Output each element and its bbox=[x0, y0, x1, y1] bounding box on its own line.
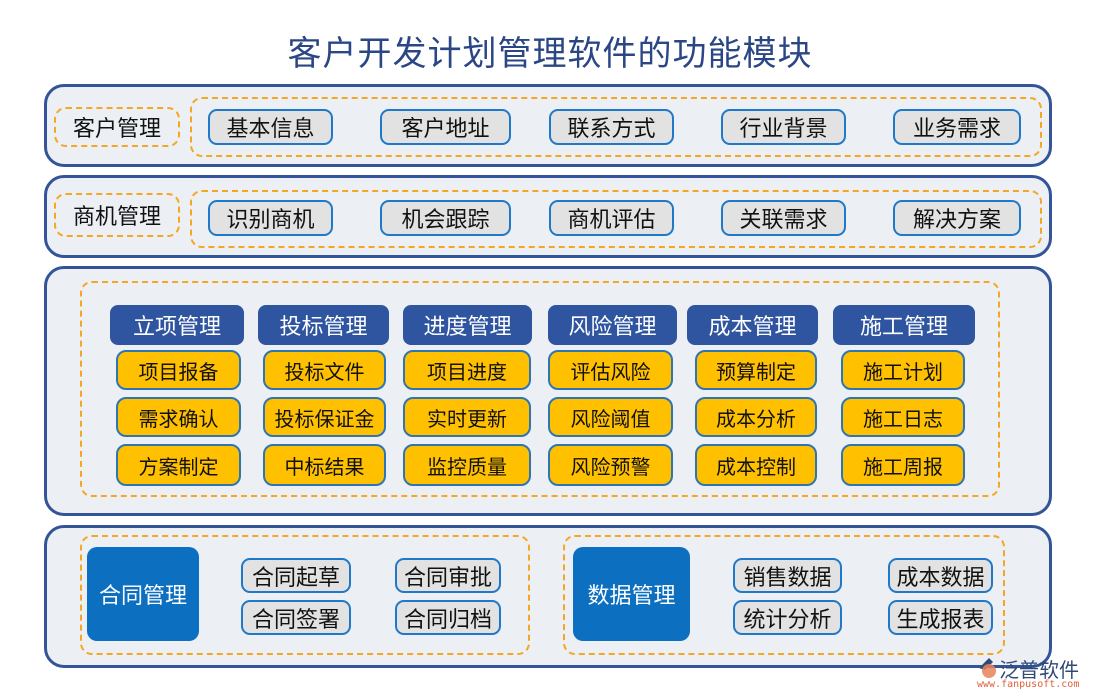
customer-item[interactable]: 联系方式 bbox=[549, 109, 674, 145]
logo-url: www.fanpusoft.com bbox=[977, 679, 1080, 690]
project-item[interactable]: 施工周报 bbox=[841, 444, 965, 486]
logo-icon bbox=[979, 658, 996, 678]
data-item[interactable]: 成本数据 bbox=[888, 558, 993, 593]
page-title: 客户开发计划管理软件的功能模块 bbox=[287, 34, 813, 74]
fanpu-logo: 泛普软件 www.fanpusoft.com bbox=[975, 654, 1095, 694]
opportunity-item[interactable]: 关联需求 bbox=[721, 200, 846, 236]
contract-item[interactable]: 合同签署 bbox=[241, 600, 351, 635]
data-item[interactable]: 销售数据 bbox=[733, 558, 842, 593]
project-group bbox=[80, 281, 1000, 497]
data-item[interactable]: 统计分析 bbox=[733, 600, 842, 635]
opportunity-item[interactable]: 商机评估 bbox=[549, 200, 674, 236]
project-item[interactable]: 需求确认 bbox=[116, 397, 241, 437]
project-item[interactable]: 项目进度 bbox=[403, 350, 531, 390]
project-item[interactable]: 施工计划 bbox=[841, 350, 965, 390]
data-management-box[interactable]: 数据管理 bbox=[573, 547, 690, 641]
project-header[interactable]: 投标管理 bbox=[258, 305, 389, 345]
customer-label: 客户管理 bbox=[54, 107, 180, 147]
project-item[interactable]: 监控质量 bbox=[403, 444, 531, 486]
customer-item[interactable]: 基本信息 bbox=[208, 109, 333, 145]
data-group bbox=[563, 535, 1005, 655]
data-item[interactable]: 生成报表 bbox=[888, 600, 993, 635]
logo-name: 泛普软件 bbox=[999, 658, 1079, 682]
project-header[interactable]: 进度管理 bbox=[403, 305, 532, 345]
contract-item[interactable]: 合同审批 bbox=[395, 558, 501, 593]
project-item[interactable]: 中标结果 bbox=[263, 444, 386, 486]
project-item[interactable]: 预算制定 bbox=[695, 350, 817, 390]
opportunity-item[interactable]: 识别商机 bbox=[208, 200, 333, 236]
project-item[interactable]: 风险预警 bbox=[548, 444, 673, 486]
contract-item[interactable]: 合同起草 bbox=[241, 558, 351, 593]
opportunity-label: 商机管理 bbox=[54, 193, 180, 237]
project-item[interactable]: 评估风险 bbox=[548, 350, 673, 390]
project-item[interactable]: 风险阈值 bbox=[548, 397, 673, 437]
project-header[interactable]: 风险管理 bbox=[548, 305, 677, 345]
project-header[interactable]: 施工管理 bbox=[833, 305, 975, 345]
project-item[interactable]: 方案制定 bbox=[116, 444, 241, 486]
project-item[interactable]: 成本控制 bbox=[695, 444, 817, 486]
project-header[interactable]: 成本管理 bbox=[687, 305, 818, 345]
opportunity-item[interactable]: 解决方案 bbox=[893, 200, 1021, 236]
customer-item[interactable]: 行业背景 bbox=[721, 109, 846, 145]
contract-group bbox=[80, 535, 530, 655]
contract-management-box[interactable]: 合同管理 bbox=[87, 547, 199, 641]
contract-data-panel bbox=[44, 525, 1052, 668]
opportunity-item[interactable]: 机会跟踪 bbox=[380, 200, 511, 236]
contract-item[interactable]: 合同归档 bbox=[395, 600, 501, 635]
project-item[interactable]: 投标保证金 bbox=[263, 397, 386, 437]
opportunity-items-group bbox=[190, 190, 1042, 248]
project-item[interactable]: 施工日志 bbox=[841, 397, 965, 437]
project-header[interactable]: 立项管理 bbox=[110, 305, 244, 345]
project-item[interactable]: 投标文件 bbox=[263, 350, 386, 390]
customer-item[interactable]: 业务需求 bbox=[893, 109, 1021, 145]
project-item[interactable]: 项目报备 bbox=[116, 350, 241, 390]
customer-items-group bbox=[190, 97, 1042, 157]
project-item[interactable]: 实时更新 bbox=[403, 397, 531, 437]
customer-item[interactable]: 客户地址 bbox=[380, 109, 511, 145]
project-item[interactable]: 成本分析 bbox=[695, 397, 817, 437]
